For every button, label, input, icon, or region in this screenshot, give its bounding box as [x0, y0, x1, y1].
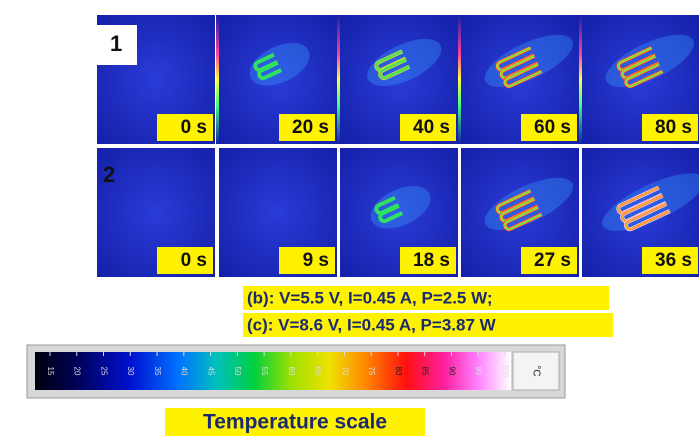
- time-label: 60 s: [534, 117, 571, 138]
- thermal-image: 36 s: [582, 148, 699, 277]
- row-label: 1: [110, 31, 122, 56]
- scale-label: 80: [394, 367, 403, 376]
- scale-label: 75: [367, 367, 376, 376]
- scale-label: 35: [153, 367, 162, 376]
- scale-label: 25: [99, 367, 108, 376]
- image-edge: [337, 15, 340, 144]
- body: 0 s20 s40 s60 s80 s10 s9 s18 s27 s36 s2 …: [0, 0, 699, 439]
- scale-label: 60: [287, 367, 296, 376]
- scale-label: 65: [314, 367, 323, 376]
- image-grid: 0 s 20 s 40 s 60 s 80 s 1 0 s 9 s 18 s 27 s 36 s 2: [97, 15, 699, 277]
- scale-label: 100: [501, 364, 510, 378]
- thermal-image: 40 s: [337, 15, 458, 144]
- scale-label: 45: [206, 367, 215, 376]
- scale-label: 55: [260, 367, 269, 376]
- scale-label: 95: [474, 367, 483, 376]
- time-label: 36 s: [655, 250, 692, 271]
- thermal-image: 18 s: [340, 148, 458, 277]
- time-label: 20 s: [292, 117, 329, 138]
- thermal-image: 20 s: [216, 15, 337, 144]
- scale-label: 20: [73, 367, 82, 376]
- scale-label: 85: [421, 367, 430, 376]
- figure: 0 s20 s40 s60 s80 s10 s9 s18 s27 s36 s2 …: [0, 0, 699, 439]
- scale-label: 90: [447, 367, 456, 376]
- thermal-image: 80 s: [579, 15, 699, 144]
- time-label: 0 s: [181, 250, 207, 271]
- time-label: 80 s: [655, 117, 692, 138]
- image-edge: [458, 15, 461, 144]
- scale-label: 40: [180, 367, 189, 376]
- page: {"rows": [ {"label": "1", "frames": ["0 …: [0, 0, 699, 439]
- scale-title: Temperature scale: [203, 411, 387, 434]
- time-label: 18 s: [413, 250, 450, 271]
- time-label: 27 s: [534, 250, 571, 271]
- scale-label: 70: [340, 367, 349, 376]
- scale-label: 15: [46, 367, 55, 376]
- row-label: 2: [103, 162, 115, 187]
- caption-line: (b): V=5.5 V, I=0.45 A, P=2.5 W;: [247, 288, 493, 307]
- scale-label: 30: [126, 367, 135, 376]
- time-label: 40 s: [413, 117, 450, 138]
- thermal-image: 60 s: [458, 15, 580, 144]
- thermal-image: 27 s: [461, 148, 580, 277]
- thermal-image: 9 s: [219, 148, 337, 277]
- time-label: 0 s: [181, 117, 207, 138]
- image-edge: [216, 15, 219, 144]
- image-edge: [579, 15, 582, 144]
- time-label: 9 s: [303, 250, 329, 271]
- scale-label: 50: [233, 367, 242, 376]
- scale-unit: °C: [530, 365, 541, 376]
- caption-line: (c): V=8.6 V, I=0.45 A, P=3.87 W: [247, 315, 497, 334]
